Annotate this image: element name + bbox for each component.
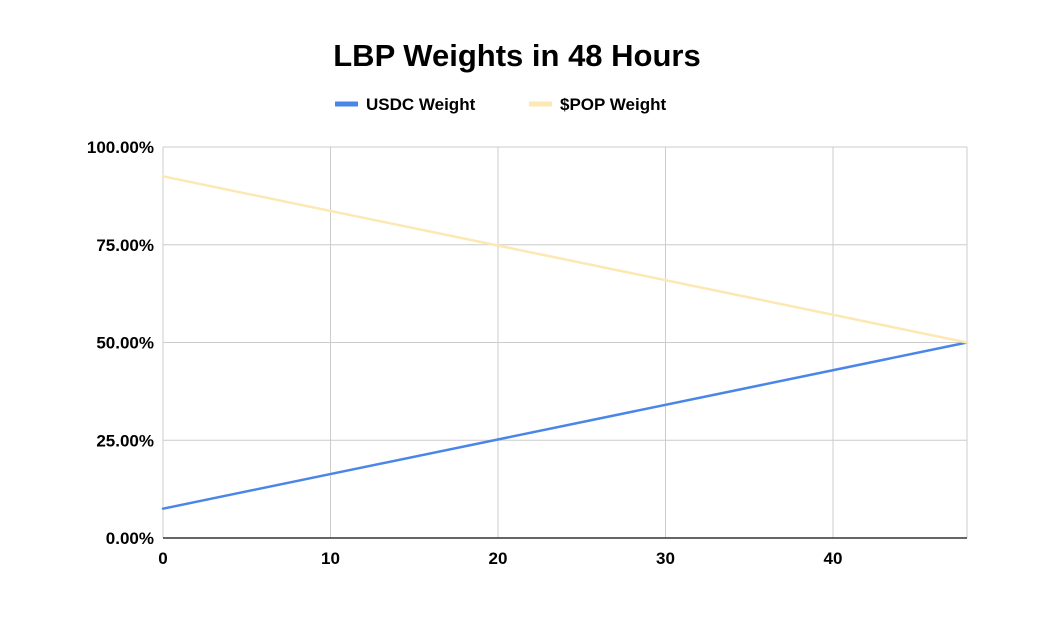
series-line-usdc-weight <box>161 341 969 510</box>
chart-title: LBP Weights in 48 Hours <box>333 38 700 73</box>
x-tick-label: 40 <box>824 549 843 568</box>
x-tick-label: 30 <box>656 549 675 568</box>
y-tick-label: 25.00% <box>96 431 154 450</box>
series <box>161 175 969 510</box>
y-tick-label: 50.00% <box>96 334 154 353</box>
legend-label-pop-weight: $POP Weight <box>560 95 666 114</box>
y-tick-label: 100.00% <box>87 138 154 157</box>
y-tick-label: 0.00% <box>106 529 154 548</box>
grid <box>162 146 968 538</box>
series-line-pop-weight <box>161 175 969 344</box>
x-tick-label: 0 <box>158 549 167 568</box>
legend-label-usdc-weight: USDC Weight <box>366 95 476 114</box>
tick-labels: 0.00% 25.00% 50.00% 75.00% 100.00% 0 10 20 30 40 <box>87 138 843 568</box>
x-tick-label: 10 <box>321 549 340 568</box>
y-tick-label: 75.00% <box>96 236 154 255</box>
legend: USDC Weight $POP Weight <box>335 95 666 114</box>
x-tick-label: 20 <box>489 549 508 568</box>
